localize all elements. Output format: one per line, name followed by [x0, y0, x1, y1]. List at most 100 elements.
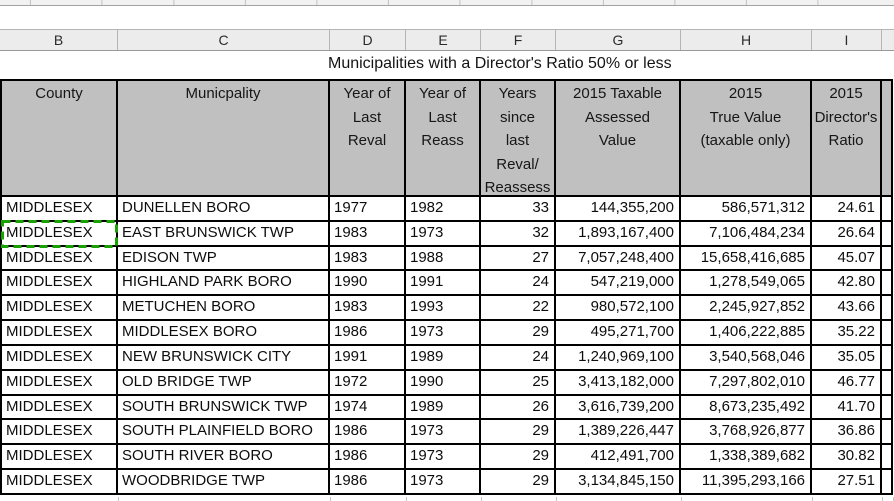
cell-true_value[interactable]: 586,571,312 [681, 197, 812, 222]
cell-county[interactable]: MIDDLESEX [2, 370, 118, 396]
cell-municipality[interactable]: EAST BRUNSWICK TWP [118, 221, 330, 247]
cell-year_last_reass[interactable]: 1973 [406, 420, 481, 446]
cell-year_last_reass[interactable]: 1973 [406, 221, 481, 247]
table-header-true_value[interactable]: 2015 True Value (taxable only) [681, 81, 812, 197]
cell-years_since[interactable]: 29 [481, 321, 556, 346]
cell-years_since[interactable]: 25 [481, 370, 556, 396]
cell-year_last_reass[interactable]: 1990 [406, 370, 481, 396]
cell-assessed_value[interactable]: 1,389,226,447 [556, 420, 681, 446]
cell-ratio[interactable]: 30.82 [812, 445, 882, 471]
cell-assessed_value[interactable]: 495,271,700 [556, 321, 681, 346]
cell-year_last_reval[interactable]: 1974 [330, 395, 406, 421]
cell-true_value[interactable]: 7,106,484,234 [681, 221, 812, 247]
cell-ratio[interactable]: 35.22 [812, 321, 882, 346]
cell-county[interactable]: MIDDLESEX [2, 296, 118, 322]
cell-year_last_reval[interactable]: 1983 [330, 221, 406, 247]
column-header-E[interactable]: E [406, 30, 481, 50]
cell-year_last_reval[interactable]: 1986 [330, 420, 406, 446]
cell-year_last_reass[interactable]: 1973 [406, 445, 481, 471]
cell-true_value[interactable]: 7,297,802,010 [681, 370, 812, 396]
cell-ratio[interactable]: 41.70 [812, 395, 882, 421]
cell-year_last_reval[interactable]: 1983 [330, 246, 406, 272]
table-header-assessed_value[interactable]: 2015 Taxable Assessed Value [556, 81, 681, 197]
table-header-years_since[interactable]: Years since last Reval/ Reassess [481, 81, 556, 197]
cell-true_value[interactable]: 3,768,926,877 [681, 420, 812, 446]
cell-assessed_value[interactable]: 3,413,182,000 [556, 370, 681, 396]
cell-years_since[interactable]: 29 [481, 420, 556, 446]
cell-year_last_reass[interactable]: 1982 [406, 197, 481, 222]
cell-municipality[interactable]: SOUTH BRUNSWICK TWP [118, 395, 330, 421]
cell-assessed_value[interactable]: 412,491,700 [556, 445, 681, 471]
cell-ratio[interactable]: 45.07 [812, 246, 882, 272]
cell-assessed_value[interactable]: 547,219,000 [556, 271, 681, 297]
cell-years_since[interactable]: 27 [481, 246, 556, 272]
table-header-county[interactable]: County [2, 81, 118, 197]
cell-true_value[interactable]: 1,278,549,065 [681, 271, 812, 297]
cell-assessed_value[interactable]: 144,355,200 [556, 197, 681, 222]
table-header-ratio[interactable]: 2015 Director's Ratio [812, 81, 882, 197]
cell-ratio[interactable]: 35.05 [812, 345, 882, 371]
cell-county[interactable]: MIDDLESEX [2, 197, 118, 222]
cell-ratio[interactable]: 27.51 [812, 470, 882, 495]
table-header-year_last_reass[interactable]: Year of Last Reass [406, 81, 481, 197]
cell-true_value[interactable]: 15,658,416,685 [681, 246, 812, 272]
table-header-municipality[interactable]: Municpality [118, 81, 330, 197]
cell-county[interactable]: MIDDLESEX [2, 470, 118, 495]
cell-year_last_reass[interactable]: 1993 [406, 296, 481, 322]
cell-county[interactable]: MIDDLESEX [2, 395, 118, 421]
cell-years_since[interactable]: 32 [481, 221, 556, 247]
cell-municipality[interactable]: METUCHEN BORO [118, 296, 330, 322]
cell-years_since[interactable]: 29 [481, 470, 556, 495]
column-header-C[interactable]: C [118, 30, 330, 50]
cell-year_last_reval[interactable]: 1986 [330, 321, 406, 346]
cell-county[interactable]: MIDDLESEX [2, 445, 118, 471]
cell-year_last_reass[interactable]: 1989 [406, 395, 481, 421]
cell-county[interactable]: MIDDLESEX [2, 420, 118, 446]
column-header-B[interactable]: B [0, 30, 118, 50]
cell-ratio[interactable]: 26.64 [812, 221, 882, 247]
cell-true_value[interactable]: 2,245,927,852 [681, 296, 812, 322]
cell-ratio[interactable]: 24.61 [812, 197, 882, 222]
table-header-year_last_reval[interactable]: Year of Last Reval [330, 81, 406, 197]
cell-assessed_value[interactable]: 3,134,845,150 [556, 470, 681, 495]
cell-true_value[interactable]: 1,406,222,885 [681, 321, 812, 346]
column-header-F[interactable]: F [481, 30, 556, 50]
cell-ratio[interactable]: 36.86 [812, 420, 882, 446]
cell-year_last_reass[interactable]: 1973 [406, 321, 481, 346]
cell-true_value[interactable]: 11,395,293,166 [681, 470, 812, 495]
cell-assessed_value[interactable]: 3,616,739,200 [556, 395, 681, 421]
column-header-I[interactable]: I [812, 30, 882, 50]
cell-ratio[interactable]: 43.66 [812, 296, 882, 322]
cell-municipality[interactable]: NEW BRUNSWICK CITY [118, 345, 330, 371]
cell-year_last_reass[interactable]: 1991 [406, 271, 481, 297]
cell-year_last_reval[interactable]: 1990 [330, 271, 406, 297]
cell-year_last_reval[interactable]: 1983 [330, 296, 406, 322]
cell-year_last_reass[interactable]: 1988 [406, 246, 481, 272]
cell-county[interactable]: MIDDLESEX [2, 221, 118, 247]
cell-years_since[interactable]: 24 [481, 271, 556, 297]
cell-municipality[interactable]: WOODBRIDGE TWP [118, 470, 330, 495]
cell-year_last_reval[interactable]: 1986 [330, 470, 406, 495]
cell-assessed_value[interactable]: 7,057,248,400 [556, 246, 681, 272]
column-header-D[interactable]: D [330, 30, 406, 50]
cell-year_last_reass[interactable]: 1973 [406, 470, 481, 495]
column-header-G[interactable]: G [556, 30, 681, 50]
cell-year_last_reval[interactable]: 1986 [330, 445, 406, 471]
cell-assessed_value[interactable]: 980,572,100 [556, 296, 681, 322]
cell-municipality[interactable]: MIDDLESEX BORO [118, 321, 330, 346]
cell-years_since[interactable]: 24 [481, 345, 556, 371]
cell-true_value[interactable]: 1,338,389,682 [681, 445, 812, 471]
cell-year_last_reval[interactable]: 1972 [330, 370, 406, 396]
cell-year_last_reass[interactable]: 1989 [406, 345, 481, 371]
cell-county[interactable]: MIDDLESEX [2, 321, 118, 346]
cell-year_last_reval[interactable]: 1977 [330, 197, 406, 222]
cell-municipality[interactable]: OLD BRIDGE TWP [118, 370, 330, 396]
cell-years_since[interactable]: 29 [481, 445, 556, 471]
cell-assessed_value[interactable]: 1,240,969,100 [556, 345, 681, 371]
cell-years_since[interactable]: 26 [481, 395, 556, 421]
cell-years_since[interactable]: 22 [481, 296, 556, 322]
cell-county[interactable]: MIDDLESEX [2, 246, 118, 272]
cell-municipality[interactable]: HIGHLAND PARK BORO [118, 271, 330, 297]
cell-years_since[interactable]: 33 [481, 197, 556, 222]
column-header-H[interactable]: H [681, 30, 812, 50]
